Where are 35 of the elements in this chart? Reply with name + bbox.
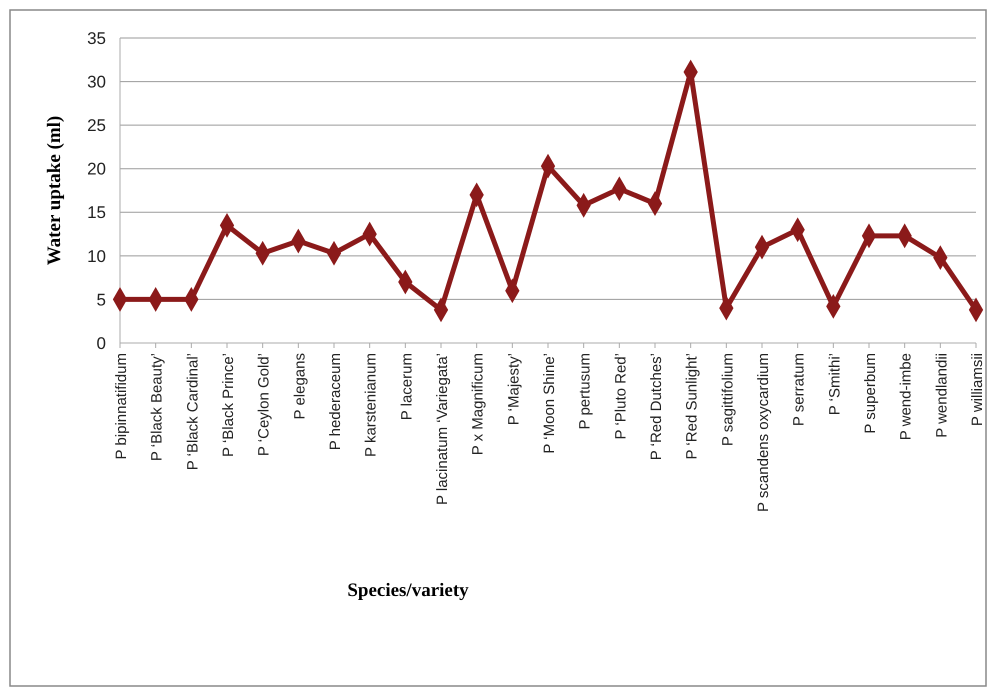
x-tick-label: P ‘Pluto Red’ — [612, 353, 630, 440]
y-tick-label: 15 — [87, 203, 106, 222]
x-tick-label: P ‘Black Beauty’ — [148, 353, 166, 462]
x-tick-label: P sagittifolium — [719, 353, 736, 446]
x-tick-label: P ‘Majesty’ — [505, 353, 522, 426]
x-tick-label: P superbum — [862, 353, 879, 434]
y-tick-label: 35 — [87, 28, 106, 48]
x-tick-label: P bipinnatifidum — [113, 353, 130, 460]
x-tick-label: P ‘Black Cardinal’ — [184, 353, 202, 470]
x-tick-label: P pertusum — [576, 353, 594, 430]
x-tick-label: P elegans — [291, 353, 308, 420]
x-tick-label: P hederaceum — [327, 353, 344, 450]
y-tick-label: 25 — [87, 116, 106, 136]
x-tick-label: P ‘Red Dutches’ — [648, 353, 665, 460]
y-axis-title: Water uptake (ml) — [44, 116, 65, 266]
y-tick-label: 0 — [96, 334, 106, 353]
x-tick-label: P ‘Moon Shine’ — [541, 353, 558, 454]
x-tick-label: P lacinatum ‘Variegata’ — [434, 353, 451, 506]
x-tick-label: P lacerum — [398, 353, 416, 420]
y-tick-label: 20 — [87, 160, 106, 179]
x-tick-label: P x Magnificum — [470, 353, 487, 456]
x-tick-label: P wendlandii — [933, 353, 950, 438]
x-tick-label: P ‘Smithi’ — [826, 353, 844, 416]
x-tick-label: P ‘Black Prince’ — [220, 353, 237, 457]
x-tick-label: P ‘Ceylon Gold’ — [256, 353, 273, 456]
x-tick-label: P serratum — [790, 353, 808, 426]
x-tick-label: P wend-imbe — [898, 353, 915, 440]
x-tick-label: P scandens oxycardium — [755, 353, 772, 512]
x-tick-label: P williamsii — [969, 353, 986, 426]
y-tick-label: 5 — [96, 290, 106, 310]
x-axis-title: Species/variety — [347, 580, 470, 601]
x-tick-label: P karstenianum — [362, 353, 380, 457]
x-tick-label: P ‘Red Sunlight’ — [684, 353, 701, 460]
y-tick-label: 30 — [87, 72, 106, 92]
y-tick-label: 10 — [87, 246, 106, 266]
